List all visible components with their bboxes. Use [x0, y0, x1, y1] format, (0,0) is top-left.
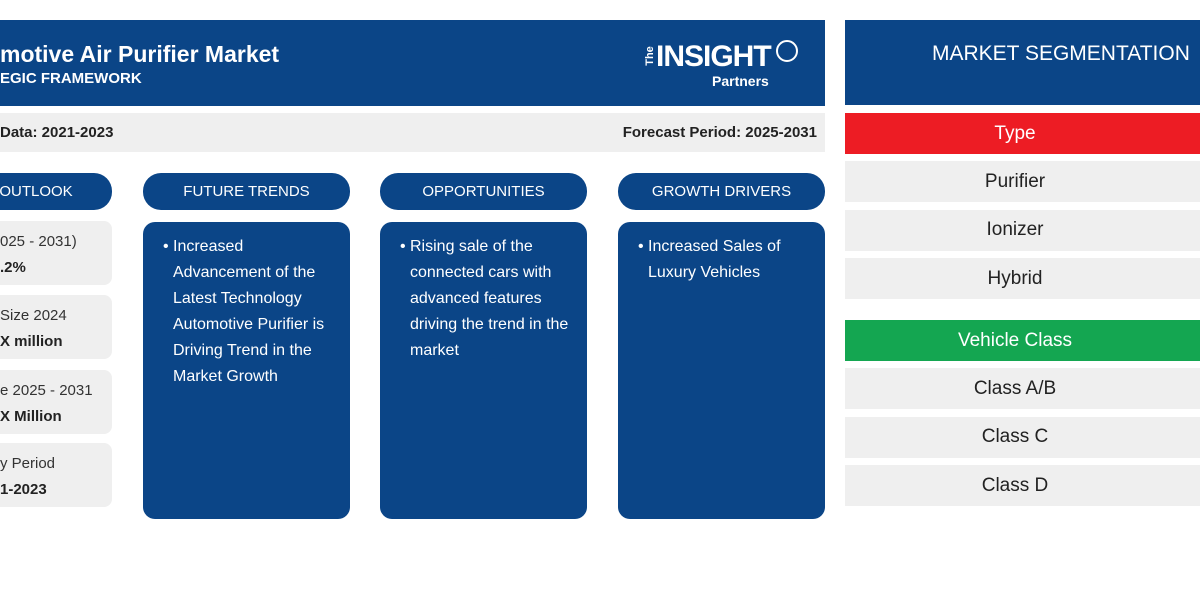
header-banner: motive Air Purifier Market EGIC FRAMEWOR…: [0, 20, 825, 106]
logo-name: INSIGHT: [656, 40, 772, 73]
column-heading: OPPORTUNITIES: [380, 173, 587, 210]
group-header: Type: [845, 113, 1200, 154]
bullet: Rising sale of the connected cars with a…: [410, 234, 575, 364]
bullet-list: Rising sale of the connected cars with a…: [396, 234, 575, 364]
logo-sub: Partners: [712, 73, 769, 89]
bullet-list: Increased Advancement of the Latest Tech…: [159, 234, 338, 390]
bullet: Increased Sales of Luxury Vehicles: [648, 234, 813, 286]
outlook-value: X Million: [0, 408, 62, 425]
outlook-value: .2%: [0, 259, 26, 276]
title: motive Air Purifier Market: [0, 41, 280, 67]
outlook-label: e 2025 - 2031: [0, 382, 93, 399]
outlook-label: 025 - 2031): [0, 233, 77, 250]
outlook-card: e 2025 - 2031 X Million: [0, 370, 112, 434]
segment-item: Hybrid: [845, 258, 1200, 299]
historic-period: Data: 2021-2023: [0, 124, 114, 141]
segment-item: Class A/B: [845, 368, 1200, 409]
column-box: Increased Advancement of the Latest Tech…: [143, 222, 350, 519]
segment-item: Class C: [845, 416, 1200, 458]
outlook-card: Size 2024 X million: [0, 295, 112, 359]
bullet: Increased Advancement of the Latest Tech…: [173, 234, 338, 390]
logo-ring: [776, 40, 798, 62]
column-box: Increased Sales of Luxury Vehicles: [618, 222, 825, 519]
logo-the: The: [643, 46, 656, 66]
outlook-heading: OUTLOOK: [0, 173, 112, 210]
column-box: Rising sale of the connected cars with a…: [380, 222, 587, 519]
group-header: Vehicle Class: [845, 320, 1200, 361]
segment-item: Ionizer: [845, 209, 1200, 251]
subtitle: EGIC FRAMEWORK: [0, 70, 142, 87]
column-heading: GROWTH DRIVERS: [618, 173, 825, 210]
outlook-label: Size 2024: [0, 307, 67, 324]
forecast-period: Forecast Period: 2025-2031: [622, 124, 817, 141]
outlook-card: y Period 1-2023: [0, 443, 112, 507]
column-heading: FUTURE TRENDS: [143, 173, 350, 210]
outlook-label: y Period: [0, 455, 56, 472]
segmentation-banner: MARKET SEGMENTATION: [845, 20, 1200, 105]
segmentation-title: MARKET SEGMENTATION: [932, 42, 1190, 65]
outlook-card: 025 - 2031) .2%: [0, 221, 112, 285]
segment-item: Purifier: [845, 161, 1200, 202]
outlook-value: 1-2023: [0, 481, 47, 498]
bullet-list: Increased Sales of Luxury Vehicles: [634, 234, 813, 286]
outlook-value: X million: [0, 333, 63, 350]
period-bar: Data: 2021-2023 Forecast Period: 2025-20…: [0, 113, 825, 152]
segment-item: Class D: [845, 465, 1200, 506]
